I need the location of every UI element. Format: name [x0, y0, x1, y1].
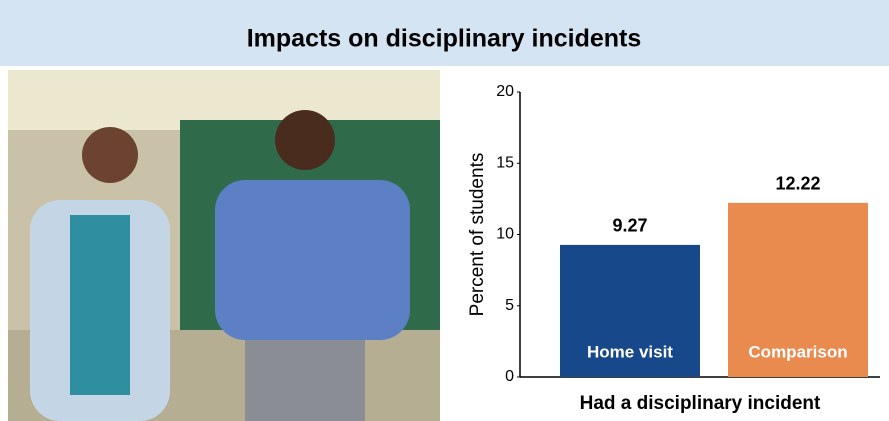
teacher-pants: [245, 340, 365, 421]
teacher-head: [275, 110, 335, 170]
data-label: 12.22: [775, 174, 820, 194]
student-shirt: [70, 215, 130, 395]
y-tick-label: 20: [496, 83, 514, 100]
category-label: Home visit: [587, 342, 673, 361]
teacher-shirt: [215, 180, 410, 340]
y-tick-label: 10: [496, 226, 514, 243]
y-axis-label: Percent of students: [467, 153, 488, 317]
y-tick-label: 0: [505, 368, 514, 385]
page: Impacts on disciplinary incidents 0 5 10 15…: [0, 0, 889, 421]
chart-title: Impacts on disciplinary incidents: [247, 25, 642, 53]
category-label: Comparison: [748, 342, 847, 361]
photo: [8, 70, 440, 421]
x-axis-label: Had a disciplinary incident: [580, 393, 821, 414]
y-tick-label: 15: [496, 154, 514, 171]
y-tick-label: 5: [505, 297, 514, 314]
student-head: [82, 127, 138, 183]
data-label: 9.27: [612, 216, 647, 236]
